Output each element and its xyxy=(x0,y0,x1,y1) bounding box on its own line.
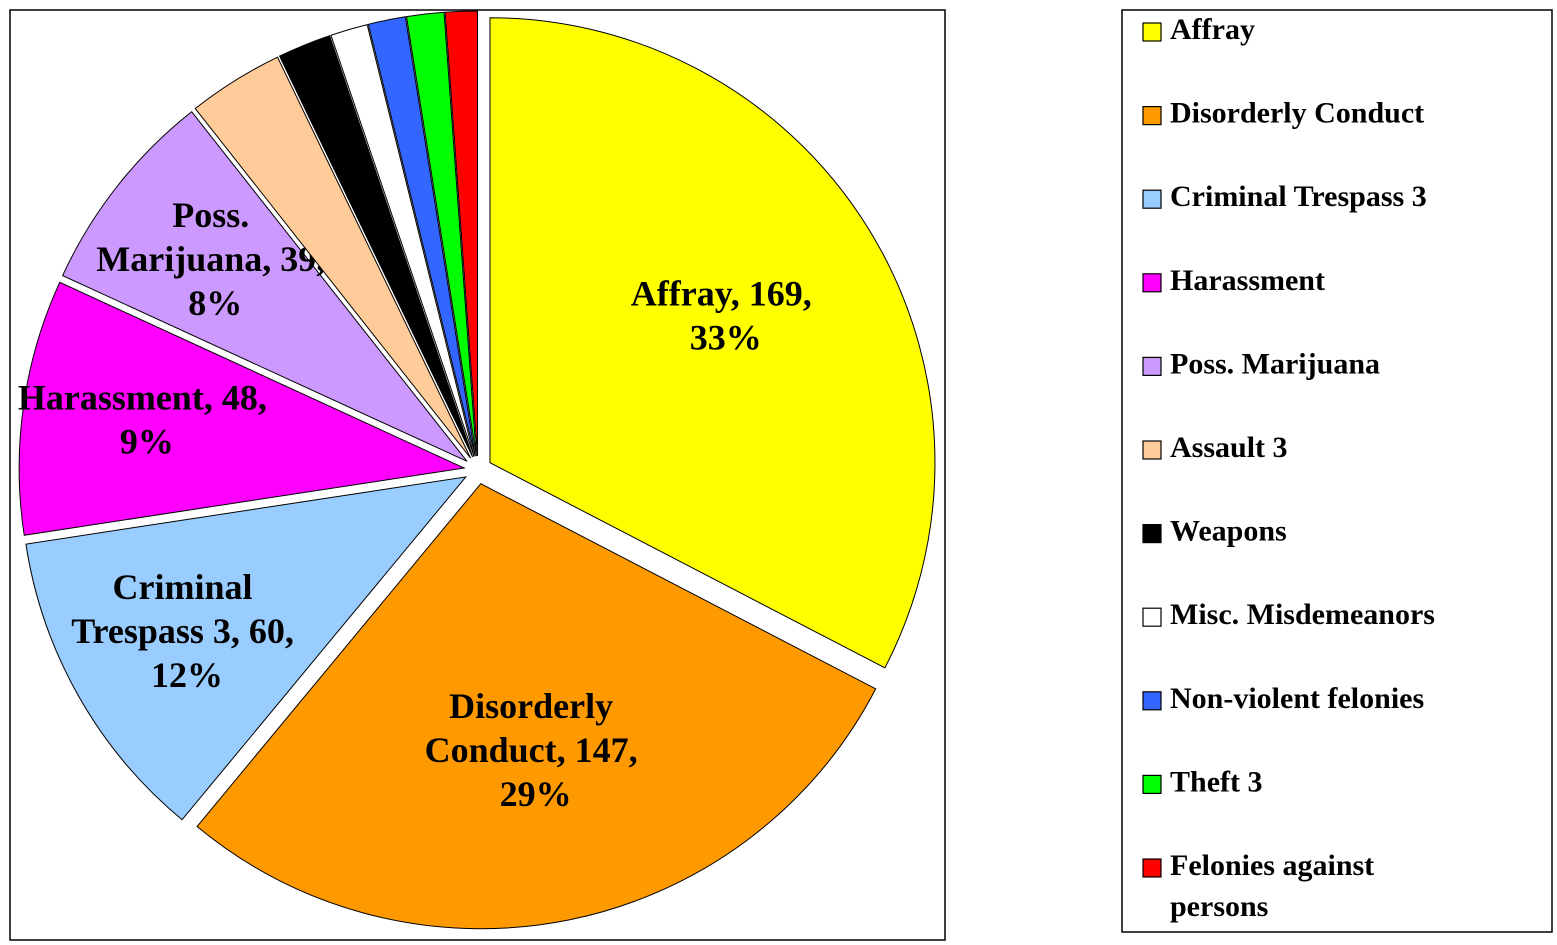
data-label: Poss. Marijuana, 39, 8% xyxy=(96,195,334,323)
pie-slice xyxy=(278,35,474,458)
legend-swatch xyxy=(1142,691,1162,711)
legend-label: Assault 3 xyxy=(1170,431,1288,464)
legend xyxy=(1121,9,1553,933)
legend-swatch xyxy=(1142,105,1162,126)
legend-swatch xyxy=(1142,189,1162,209)
legend-label: Felonies against persons xyxy=(1170,849,1382,923)
legend-swatch xyxy=(1142,858,1162,878)
legend-swatch xyxy=(1142,273,1162,293)
pie-slice xyxy=(18,281,466,536)
legend-label: Misc. Misdemeanors xyxy=(1170,598,1435,631)
legend-label: Disorderly Conduct xyxy=(1170,96,1424,129)
legend-label: Criminal Trespass 3 xyxy=(1170,180,1427,213)
pie-slice xyxy=(196,483,877,930)
data-label: Harassment, 48, 9% xyxy=(18,378,276,462)
legend-label: Harassment xyxy=(1170,264,1325,297)
legend-label: Weapons xyxy=(1170,514,1287,547)
pie-slice xyxy=(330,23,475,457)
data-label: Disorderly Conduct, 147, 29% xyxy=(425,686,647,814)
legend-label: Poss. Marijuana xyxy=(1170,347,1380,380)
pie-slice xyxy=(194,56,472,459)
pie-slice xyxy=(489,17,936,669)
legend-label: Theft 3 xyxy=(1170,765,1263,798)
data-label: Affray, 169, 33% xyxy=(631,274,821,358)
legend-swatch xyxy=(1142,523,1162,544)
legend-label: Non-violent felonies xyxy=(1170,682,1424,715)
pie-slice xyxy=(367,16,476,457)
pie-slice xyxy=(405,11,477,457)
pie-slice xyxy=(444,10,478,457)
legend-swatch xyxy=(1142,22,1162,42)
legend-label: Affray xyxy=(1170,13,1255,46)
legend-swatch xyxy=(1142,607,1162,627)
legend-swatch xyxy=(1142,440,1162,460)
legend-swatch xyxy=(1142,774,1162,795)
pie-slice xyxy=(61,111,468,462)
legend-swatch xyxy=(1142,356,1162,376)
data-label: Criminal Trespass 3, 60, 12% xyxy=(71,567,303,695)
pie: Affray, 169, 33% Disorderly Conduct, 147,… xyxy=(18,10,936,930)
legend-entries: Affray Disorderly Conduct Criminal Trespas… xyxy=(1142,13,1435,923)
pie-slice xyxy=(25,476,468,821)
